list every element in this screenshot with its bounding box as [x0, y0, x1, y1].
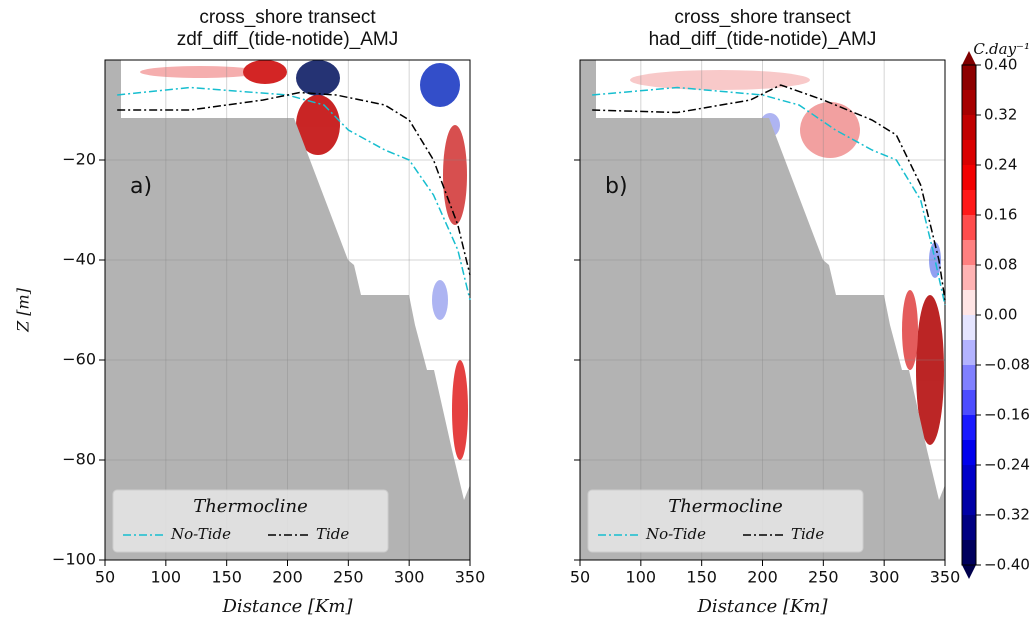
colorbar-bin	[962, 390, 976, 416]
colorbar-tick-label: −0.16	[984, 406, 1030, 424]
colorbar-tick-label: 0.00	[984, 306, 1017, 324]
colorbar-tick-label: −0.08	[984, 356, 1030, 374]
x-tick-label: 350	[455, 568, 486, 587]
legend-label: No-Tide	[170, 525, 231, 543]
thermocline-line	[117, 91, 471, 276]
colorbar-bin	[962, 65, 976, 91]
x-tick-label: 50	[570, 568, 590, 587]
x-tick-label: 100	[151, 568, 182, 587]
colorbar-bin	[962, 415, 976, 441]
x-tick-label: 150	[686, 568, 717, 587]
thermocline-line	[117, 86, 471, 301]
y-tick-label: −100	[52, 550, 96, 569]
colorbar-bin	[962, 540, 976, 566]
legend-label: Tide	[316, 525, 349, 543]
colorbar-bin	[962, 215, 976, 241]
colorbar-bin	[962, 465, 976, 491]
colorbar-tick-label: −0.24	[984, 456, 1030, 474]
colorbar-bin	[962, 165, 976, 191]
colorbar-bin	[962, 490, 976, 516]
panel-label: b)	[605, 174, 628, 199]
colorbar-bin	[962, 90, 976, 116]
panel-label: a)	[130, 174, 152, 199]
colorbar-extend	[962, 51, 976, 65]
x-tick-label: 300	[869, 568, 900, 587]
thermocline-line	[592, 86, 946, 306]
colorbar-tick-label: 0.16	[984, 206, 1017, 224]
y-tick-label: −20	[62, 150, 96, 169]
colorbar-bin	[962, 365, 976, 391]
bathymetry-b	[580, 60, 945, 560]
legend-label: No-Tide	[645, 525, 706, 543]
x-axis-label: Distance [Km]	[222, 596, 354, 617]
colorbar-bin	[962, 315, 976, 341]
y-tick-label: −80	[62, 450, 96, 469]
colorbar-bin	[962, 290, 976, 316]
x-tick-label: 300	[394, 568, 425, 587]
chart-title: had_diff_(tide-notide)_AMJ	[649, 29, 877, 50]
legend-title: Thermocline	[193, 496, 308, 517]
x-tick-label: 250	[333, 568, 364, 587]
axes-frame	[579, 59, 946, 561]
chart-title: zdf_diff_(tide-notide)_AMJ	[177, 29, 398, 50]
x-tick-label: 200	[747, 568, 778, 587]
colorbar-tick-label: 0.24	[984, 156, 1017, 174]
chart-title: cross_shore transect	[199, 7, 376, 28]
legend-box	[587, 489, 864, 553]
bathymetry-a	[105, 60, 470, 560]
colorbar-tick-label: 0.08	[984, 256, 1017, 274]
colorbar-bin	[962, 240, 976, 266]
x-tick-label: 150	[211, 568, 242, 587]
colorbar-bin	[962, 340, 976, 366]
x-axis-label: Distance [Km]	[697, 596, 829, 617]
colorbar-extend	[962, 565, 976, 579]
colorbar-bin	[962, 265, 976, 291]
legend-box	[112, 489, 389, 553]
axes-frame	[104, 59, 471, 561]
y-tick-label: −60	[62, 350, 96, 369]
colorbar-tick-label: −0.32	[984, 506, 1030, 524]
x-tick-label: 250	[808, 568, 839, 587]
colorbar-bin	[962, 115, 976, 141]
colorbar-tick-label: 0.32	[984, 106, 1017, 124]
chart-title: cross_shore transect	[674, 7, 851, 28]
legend-label: Tide	[791, 525, 824, 543]
x-tick-label: 350	[930, 568, 961, 587]
colorbar-bin	[962, 140, 976, 166]
x-tick-label: 200	[272, 568, 303, 587]
colorbar-tick-label: 0.40	[984, 56, 1017, 74]
field-b	[630, 70, 944, 445]
colorbar-bin	[962, 190, 976, 216]
x-tick-label: 50	[95, 568, 115, 587]
field-a	[140, 60, 468, 460]
colorbar-bin	[962, 440, 976, 466]
x-tick-label: 100	[626, 568, 657, 587]
colorbar-title: C.day⁻¹	[973, 40, 1030, 58]
legend-title: Thermocline	[668, 496, 783, 517]
colorbar-bin	[962, 515, 976, 541]
y-tick-label: −40	[62, 250, 96, 269]
y-axis-label: Z [m]	[14, 287, 33, 333]
colorbar-tick-label: −0.40	[984, 556, 1030, 574]
